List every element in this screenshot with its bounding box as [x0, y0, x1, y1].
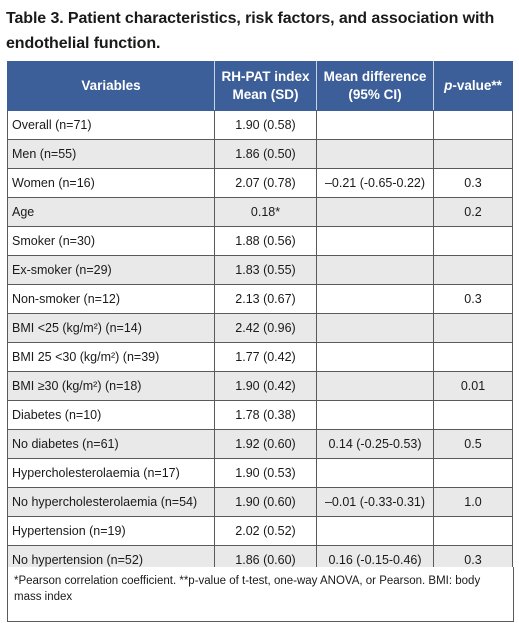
cell-rhpat-mean: 2.07 (0.78) [214, 168, 317, 198]
cell-rhpat-mean: 2.02 (0.52) [214, 516, 317, 546]
cell-variable: Hypercholesterolaemia (n=17) [7, 458, 215, 488]
table-row: Age 0.18* 0.2 [7, 197, 513, 227]
cell-mean-difference [316, 139, 434, 169]
cell-variable: No diabetes (n=61) [7, 429, 215, 459]
header-diff-line2: (95% CI) [348, 87, 402, 102]
cell-p-value: 1.0 [433, 487, 513, 517]
cell-p-value [433, 342, 513, 372]
table-row: No hypercholesterolaemia (n=54) 1.90 (0.6… [7, 487, 513, 517]
cell-variable: No hypercholesterolaemia (n=54) [7, 487, 215, 517]
cell-mean-difference [316, 342, 434, 372]
patient-characteristics-table: Variables RH-PAT index Mean (SD) Mean di… [7, 61, 513, 575]
cell-variable: Non-smoker (n=12) [7, 284, 215, 314]
cell-rhpat-mean: 1.86 (0.50) [214, 139, 317, 169]
header-p-rest: -value** [452, 78, 502, 93]
table-row: BMI 25 <30 (kg/m²) (n=39) 1.77 (0.42) [7, 342, 513, 372]
cell-mean-difference [316, 197, 434, 227]
cell-rhpat-mean: 1.88 (0.56) [214, 226, 317, 256]
cell-variable: BMI 25 <30 (kg/m²) (n=39) [7, 342, 215, 372]
cell-mean-difference [316, 313, 434, 343]
cell-p-value [433, 458, 513, 488]
cell-mean-difference: –0.01 (-0.33-0.31) [316, 487, 434, 517]
header-variables: Variables [7, 61, 215, 111]
cell-mean-difference [316, 226, 434, 256]
table-row: Ex-smoker (n=29) 1.83 (0.55) [7, 255, 513, 285]
cell-rhpat-mean: 1.77 (0.42) [214, 342, 317, 372]
table-row: Hypertension (n=19) 2.02 (0.52) [7, 516, 513, 546]
table-header-row: Variables RH-PAT index Mean (SD) Mean di… [7, 61, 513, 111]
cell-mean-difference [316, 110, 434, 140]
cell-mean-difference [316, 284, 434, 314]
cell-rhpat-mean: 1.92 (0.60) [214, 429, 317, 459]
header-diff-line1: Mean difference [323, 69, 427, 84]
cell-p-value: 0.3 [433, 168, 513, 198]
cell-p-value [433, 110, 513, 140]
table-footnote: *Pearson correlation coefficient. **p-va… [7, 567, 514, 622]
cell-mean-difference: –0.21 (-0.65-0.22) [316, 168, 434, 198]
cell-p-value [433, 139, 513, 169]
table-row: BMI <25 (kg/m²) (n=14) 2.42 (0.96) [7, 313, 513, 343]
table-body: Overall (n=71) 1.90 (0.58) Men (n=55) 1.86 … [7, 110, 513, 575]
cell-variable: Overall (n=71) [7, 110, 215, 140]
table-row: Non-smoker (n=12) 2.13 (0.67) 0.3 [7, 284, 513, 314]
cell-mean-difference [316, 516, 434, 546]
cell-variable: BMI <25 (kg/m²) (n=14) [7, 313, 215, 343]
table-row: No diabetes (n=61) 1.92 (0.60) 0.14 (-0.25… [7, 429, 513, 459]
cell-rhpat-mean: 2.42 (0.96) [214, 313, 317, 343]
cell-rhpat-mean: 1.90 (0.60) [214, 487, 317, 517]
cell-variable: Hypertension (n=19) [7, 516, 215, 546]
cell-rhpat-mean: 1.90 (0.42) [214, 371, 317, 401]
cell-p-value [433, 313, 513, 343]
cell-mean-difference [316, 458, 434, 488]
header-rhpat-index: RH-PAT index Mean (SD) [214, 61, 317, 111]
cell-rhpat-mean: 1.83 (0.55) [214, 255, 317, 285]
header-rhpat-line2: Mean (SD) [232, 87, 299, 102]
cell-p-value: 0.3 [433, 284, 513, 314]
table-row: Overall (n=71) 1.90 (0.58) [7, 110, 513, 140]
cell-variable: Diabetes (n=10) [7, 400, 215, 430]
table-row: BMI ≥30 (kg/m²) (n=18) 1.90 (0.42) 0.01 [7, 371, 513, 401]
cell-rhpat-mean: 1.90 (0.53) [214, 458, 317, 488]
table-title: Table 3. Patient characteristics, risk f… [6, 10, 495, 52]
cell-p-value [433, 226, 513, 256]
cell-mean-difference [316, 371, 434, 401]
cell-p-value: 0.01 [433, 371, 513, 401]
cell-mean-difference: 0.14 (-0.25-0.53) [316, 429, 434, 459]
header-p-italic: p [444, 78, 453, 93]
cell-variable: Age [7, 197, 215, 227]
table-row: Diabetes (n=10) 1.78 (0.38) [7, 400, 513, 430]
cell-mean-difference [316, 400, 434, 430]
cell-variable: Women (n=16) [7, 168, 215, 198]
table-row: Men (n=55) 1.86 (0.50) [7, 139, 513, 169]
table-row: Women (n=16) 2.07 (0.78) –0.21 (-0.65-0.22… [7, 168, 513, 198]
cell-rhpat-mean: 0.18* [214, 197, 317, 227]
cell-p-value [433, 400, 513, 430]
cell-p-value [433, 255, 513, 285]
cell-variable: Ex-smoker (n=29) [7, 255, 215, 285]
cell-p-value [433, 516, 513, 546]
cell-p-value: 0.5 [433, 429, 513, 459]
cell-rhpat-mean: 1.90 (0.58) [214, 110, 317, 140]
cell-variable: BMI ≥30 (kg/m²) (n=18) [7, 371, 215, 401]
cell-p-value: 0.2 [433, 197, 513, 227]
cell-variable: Men (n=55) [7, 139, 215, 169]
cell-rhpat-mean: 2.13 (0.67) [214, 284, 317, 314]
header-p-value: p-value** [433, 61, 513, 111]
header-rhpat-line1: RH-PAT index [221, 69, 310, 84]
table-row: Smoker (n=30) 1.88 (0.56) [7, 226, 513, 256]
cell-mean-difference [316, 255, 434, 285]
table-row: Hypercholesterolaemia (n=17) 1.90 (0.53) [7, 458, 513, 488]
header-mean-difference: Mean difference (95% CI) [316, 61, 434, 111]
cell-variable: Smoker (n=30) [7, 226, 215, 256]
cell-rhpat-mean: 1.78 (0.38) [214, 400, 317, 430]
